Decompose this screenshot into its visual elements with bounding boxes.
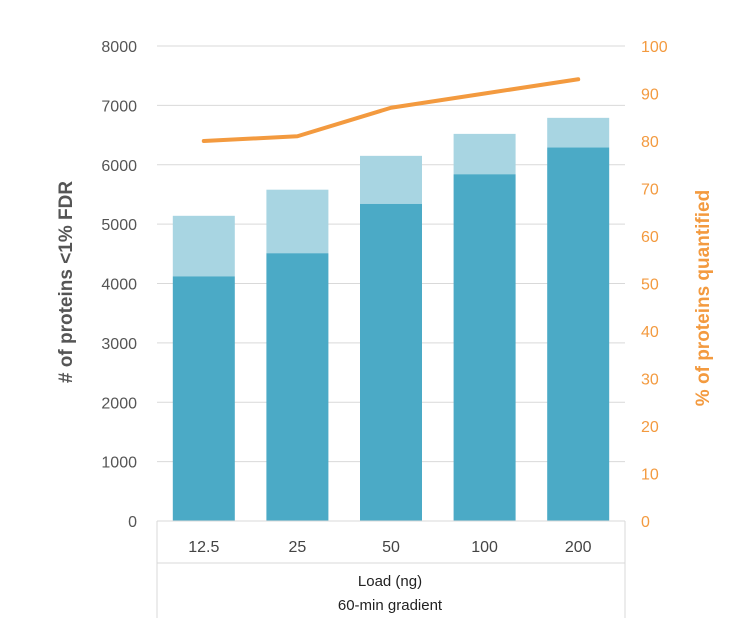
y-axis-right-label: % of proteins quantified bbox=[693, 190, 714, 406]
quantified-line bbox=[201, 77, 581, 143]
y-right-tick-label: 10 bbox=[641, 467, 659, 484]
bar-quantified-50 bbox=[360, 203, 422, 521]
x-category-label: 12.5 bbox=[188, 539, 219, 556]
right-axis-ticks: 0 10 20 30 40 50 60 70 80 90 100 bbox=[641, 39, 668, 531]
axes bbox=[156, 520, 626, 618]
y-right-tick-label: 50 bbox=[641, 277, 659, 294]
y-right-tick-label: 60 bbox=[641, 229, 659, 246]
bar-total-12.5 bbox=[172, 215, 235, 277]
x-category-label: 50 bbox=[382, 539, 400, 556]
line-percent-quantified bbox=[201, 77, 581, 143]
x-category-label: 25 bbox=[289, 539, 307, 556]
bar-quantified-100 bbox=[453, 174, 516, 521]
left-axis-ticks: 0 1000 2000 3000 4000 5000 6000 7000 8000 bbox=[101, 39, 137, 531]
y-left-tick-label: 4000 bbox=[101, 277, 137, 294]
y-right-tick-label: 0 bbox=[641, 514, 650, 531]
y-left-tick-label: 2000 bbox=[101, 395, 137, 412]
y-right-tick-label: 90 bbox=[641, 87, 659, 104]
bar-total-200 bbox=[547, 117, 610, 148]
bar-quantified-200 bbox=[547, 147, 610, 521]
y-left-tick-label: 8000 bbox=[101, 39, 137, 56]
bar-total-50 bbox=[360, 155, 422, 204]
y-right-tick-label: 40 bbox=[641, 324, 659, 341]
y-left-tick-label: 7000 bbox=[101, 98, 137, 115]
y-axis-left-label: # of proteins <1% FDR bbox=[56, 181, 77, 383]
y-right-tick-label: 100 bbox=[641, 39, 668, 56]
y-left-tick-label: 6000 bbox=[101, 158, 137, 175]
bar-quantified-25 bbox=[266, 253, 329, 521]
y-right-tick-label: 20 bbox=[641, 419, 659, 436]
y-right-tick-label: 30 bbox=[641, 372, 659, 389]
bar-quantified-12.5 bbox=[172, 276, 235, 521]
bar-total-25 bbox=[266, 189, 329, 254]
x-axis-sublabel: 60-min gradient bbox=[338, 597, 443, 614]
y-left-tick-label: 3000 bbox=[101, 336, 137, 353]
y-left-tick-label: 1000 bbox=[101, 455, 137, 472]
y-right-tick-label: 80 bbox=[641, 134, 659, 151]
bars bbox=[172, 117, 610, 521]
y-left-tick-label: 5000 bbox=[101, 217, 137, 234]
x-category-label: 200 bbox=[565, 539, 592, 556]
bar-total-100 bbox=[453, 133, 516, 175]
y-left-tick-label: 0 bbox=[128, 514, 137, 531]
y-right-tick-label: 70 bbox=[641, 182, 659, 199]
x-axis-label: Load (ng) bbox=[358, 573, 422, 590]
x-category-label: 100 bbox=[471, 539, 498, 556]
category-labels: 12.5 25 50 100 200 bbox=[188, 539, 591, 556]
